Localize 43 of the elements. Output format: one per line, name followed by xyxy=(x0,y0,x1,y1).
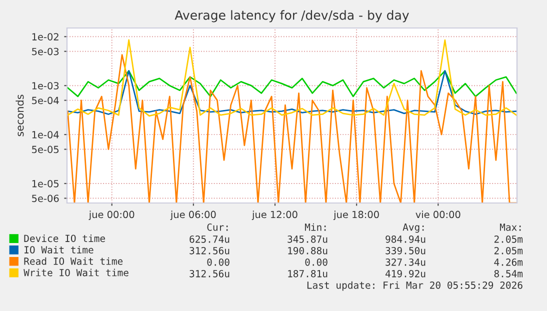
y-tick-label: 1e-04 xyxy=(32,131,59,138)
text: 339.50u xyxy=(386,246,426,254)
text: Min: xyxy=(304,223,326,231)
text: 984.94u xyxy=(386,235,426,243)
x-tick-label: vie 00:00 xyxy=(416,210,460,218)
text: Avg: xyxy=(402,224,424,233)
y-tick-label: 1e-03 xyxy=(32,82,59,90)
y-tick-label: 5e-04 xyxy=(32,96,59,104)
y-tick-label: 1e-05 xyxy=(32,180,59,188)
text: 625.74u xyxy=(190,235,230,243)
chart-title: Average latency for /dev/sda - by day xyxy=(174,10,409,22)
line-series xyxy=(67,70,517,115)
line-series xyxy=(67,39,517,117)
text: 312.56u xyxy=(190,246,230,254)
line-series xyxy=(67,70,517,98)
y-tick-label: 5e-05 xyxy=(32,146,59,154)
x-tick-label: jue 00:00 xyxy=(88,210,134,220)
y-tick-label: 5e-06 xyxy=(32,194,59,202)
x-tick-label: jue 18:00 xyxy=(333,210,379,220)
text: 345.87u xyxy=(288,235,328,243)
legend-label: IO Wait time xyxy=(24,246,94,254)
y-tick-label: 1e-02 xyxy=(32,33,58,40)
y-tick-label: 5e-03 xyxy=(32,48,59,56)
x-tick-label: jue 12:00 xyxy=(252,210,298,220)
text: 0.00 xyxy=(305,258,328,266)
y-axis-title: seconds xyxy=(16,94,24,136)
text: 2.05m xyxy=(494,235,523,243)
text: 327.34u xyxy=(386,258,426,266)
text: 0.00 xyxy=(207,258,230,266)
text: 419.92u xyxy=(386,270,426,278)
legend-label: Write IO Wait time xyxy=(24,268,128,276)
text: 2.05m xyxy=(494,246,523,254)
text: Max: xyxy=(500,224,521,231)
text: 190.88u xyxy=(288,246,328,254)
text: Last update: Fri Mar 20 05:55:29 2026 xyxy=(307,281,522,291)
text: 8.54m xyxy=(494,270,523,278)
text: 312.56u xyxy=(190,270,230,278)
text: Cur: xyxy=(207,223,228,231)
legend-label: Device IO time xyxy=(24,234,105,242)
legend-label: Read IO Wait time xyxy=(24,257,123,265)
x-tick-label: jue 06:00 xyxy=(170,210,216,220)
text: 187.81u xyxy=(288,270,328,278)
text: 4.26m xyxy=(494,258,523,266)
